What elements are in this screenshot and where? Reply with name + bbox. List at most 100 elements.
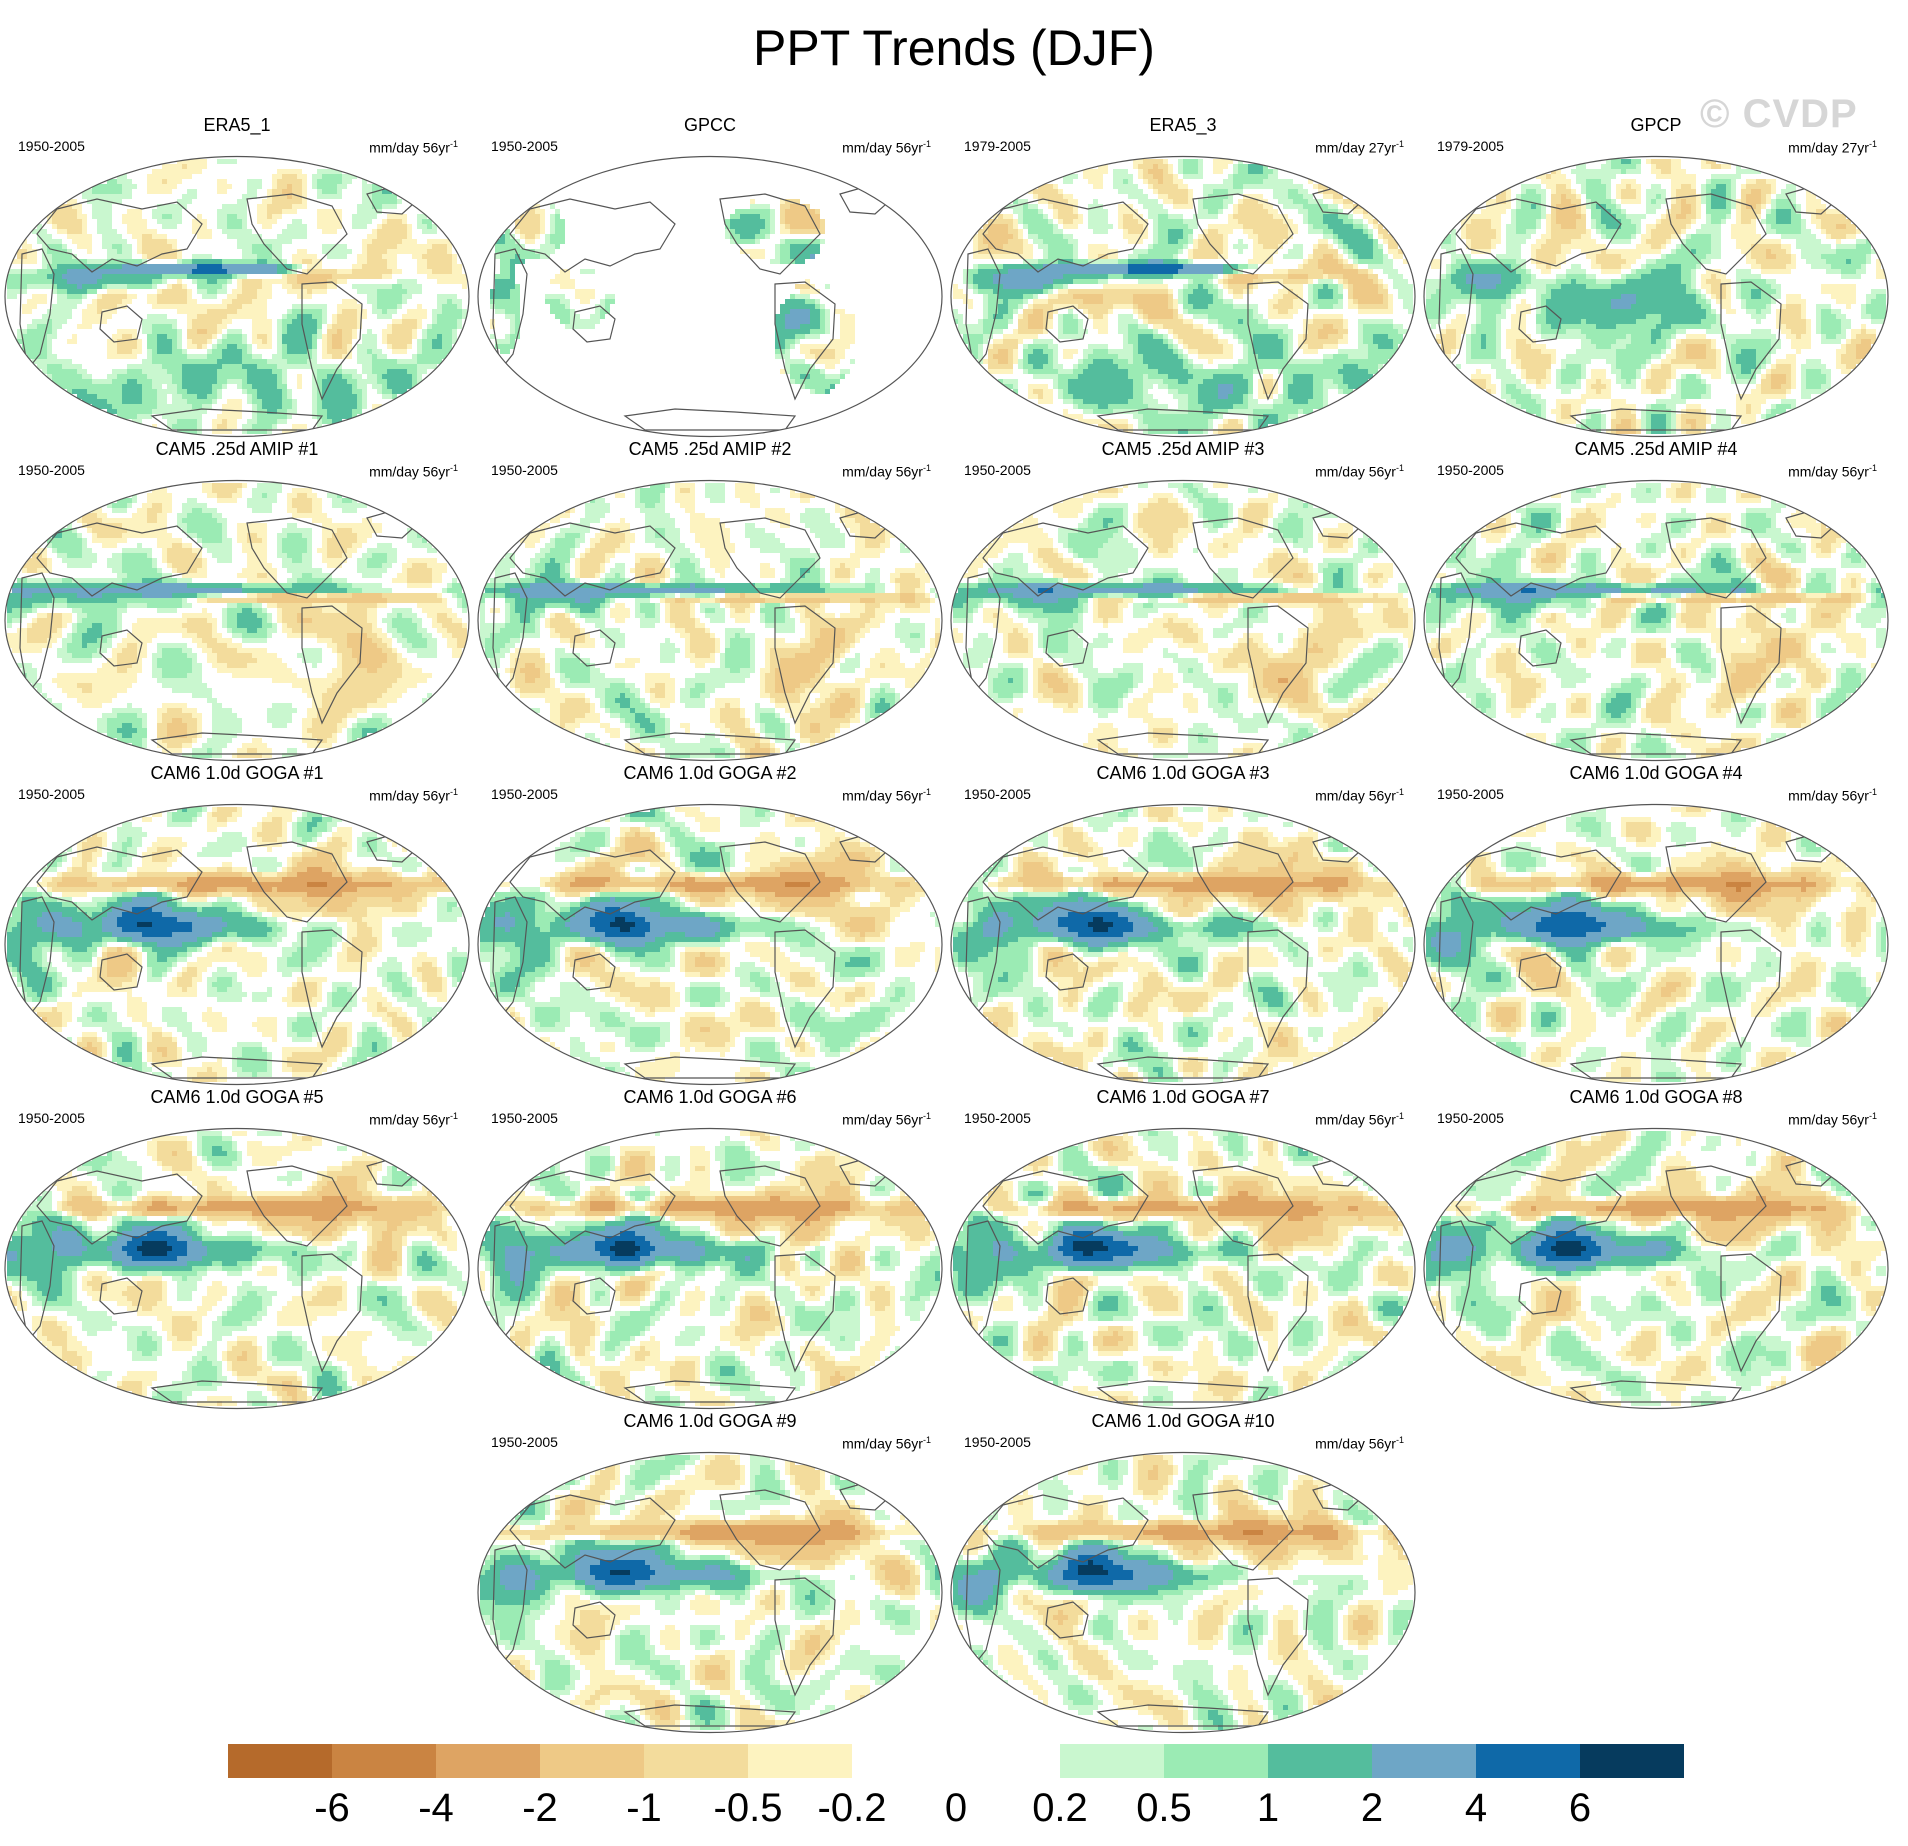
panel-period: 1950-2005 <box>18 1110 85 1126</box>
panel-title: ERA5_3 <box>948 114 1418 136</box>
coastlines <box>492 507 897 755</box>
map-outline <box>4 803 470 1086</box>
units-exponent: -1 <box>923 787 931 797</box>
trend-cells <box>953 1455 1413 1730</box>
map-panel: CAM6 1.0d GOGA #4 1950-2005 mm/day 56yr-1 <box>1421 762 1891 1086</box>
panel-units: mm/day 27yr-1 <box>1315 136 1404 156</box>
map-panel: CAM5 .25d AMIP #1 1950-2005 mm/day 56yr-1 <box>2 438 472 762</box>
map-outline <box>1423 1127 1889 1410</box>
units-exponent: -1 <box>1396 463 1404 473</box>
map-panel: CAM6 1.0d GOGA #8 1950-2005 mm/day 56yr-1 <box>1421 1086 1891 1410</box>
trend-cells <box>953 483 1413 758</box>
map-panel: CAM6 1.0d GOGA #1 1950-2005 mm/day 56yr-1 <box>2 762 472 1086</box>
panel-title: GPCC <box>475 114 945 136</box>
map-panel: GPCP 1979-2005 mm/day 27yr-1 <box>1421 114 1891 438</box>
units-exponent: -1 <box>450 463 458 473</box>
colorbar-box <box>436 1744 540 1778</box>
map-outline <box>477 155 943 438</box>
map-panel: CAM6 1.0d GOGA #5 1950-2005 mm/day 56yr-1 <box>2 1086 472 1410</box>
panel-title: CAM6 1.0d GOGA #1 <box>2 762 472 784</box>
units-base: mm/day 56yr <box>369 788 450 804</box>
panel-title: CAM5 .25d AMIP #4 <box>1421 438 1891 460</box>
panel-units: mm/day 56yr-1 <box>369 784 458 804</box>
map-panel: CAM5 .25d AMIP #2 1950-2005 mm/day 56yr-1 <box>475 438 945 762</box>
trend-cells <box>953 159 1413 434</box>
trend-cells <box>7 1131 467 1406</box>
units-exponent: -1 <box>1396 787 1404 797</box>
units-exponent: -1 <box>923 1435 931 1445</box>
panel-period: 1950-2005 <box>964 786 1031 802</box>
units-base: mm/day 56yr <box>1315 1112 1396 1128</box>
panel-units: mm/day 56yr-1 <box>1788 784 1877 804</box>
map-panel: CAM6 1.0d GOGA #7 1950-2005 mm/day 56yr-1 <box>948 1086 1418 1410</box>
panel-period: 1950-2005 <box>491 786 558 802</box>
map-panel: CAM6 1.0d GOGA #6 1950-2005 mm/day 56yr-1 <box>475 1086 945 1410</box>
trend-map <box>477 803 943 1086</box>
map-outline <box>477 1127 943 1410</box>
units-exponent: -1 <box>450 787 458 797</box>
colorbar-box <box>1372 1744 1476 1778</box>
units-base: mm/day 56yr <box>1315 1436 1396 1452</box>
panel-title: CAM6 1.0d GOGA #2 <box>475 762 945 784</box>
trend-cells <box>7 159 467 434</box>
units-exponent: -1 <box>1396 139 1404 149</box>
panel-units: mm/day 56yr-1 <box>1315 1432 1404 1452</box>
trend-cells <box>480 483 940 758</box>
panel-title: CAM6 1.0d GOGA #7 <box>948 1086 1418 1108</box>
panel-title: CAM6 1.0d GOGA #5 <box>2 1086 472 1108</box>
trend-map <box>950 479 1416 762</box>
map-panel: CAM6 1.0d GOGA #2 1950-2005 mm/day 56yr-1 <box>475 762 945 1086</box>
panel-title: CAM5 .25d AMIP #3 <box>948 438 1418 460</box>
colorbar-tick-label: 0.2 <box>1015 1784 1105 1832</box>
trend-map <box>1423 803 1889 1086</box>
units-base: mm/day 56yr <box>842 1436 923 1452</box>
units-exponent: -1 <box>923 139 931 149</box>
colorbar-tick-label: -1 <box>599 1784 689 1832</box>
map-outline <box>1423 479 1889 762</box>
coastlines <box>965 507 1370 755</box>
trend-map <box>950 1451 1416 1734</box>
figure-title: PPT Trends (DJF) <box>0 18 1908 78</box>
map-outline <box>950 479 1416 762</box>
trend-cells <box>1426 483 1886 758</box>
panel-units: mm/day 56yr-1 <box>369 460 458 480</box>
trend-cells <box>1426 1131 1886 1406</box>
panel-units: mm/day 56yr-1 <box>842 1432 931 1452</box>
coastlines <box>1438 1155 1843 1403</box>
units-exponent: -1 <box>1869 787 1877 797</box>
units-base: mm/day 27yr <box>1315 140 1396 156</box>
colorbar-box <box>332 1744 436 1778</box>
colorbar-tick-label: 1 <box>1223 1784 1313 1832</box>
units-exponent: -1 <box>923 463 931 473</box>
trend-map <box>1423 155 1889 438</box>
colorbar-tick-label: -6 <box>287 1784 377 1832</box>
panel-period: 1950-2005 <box>18 462 85 478</box>
map-outline <box>4 1127 470 1410</box>
map-panel: GPCC 1950-2005 mm/day 56yr-1 <box>475 114 945 438</box>
panel-units: mm/day 56yr-1 <box>1788 460 1877 480</box>
panel-period: 1979-2005 <box>964 138 1031 154</box>
units-base: mm/day 56yr <box>842 1112 923 1128</box>
panel-units: mm/day 56yr-1 <box>1315 784 1404 804</box>
colorbar-box <box>1164 1744 1268 1778</box>
trend-map <box>1423 1127 1889 1410</box>
map-outline <box>1423 803 1889 1086</box>
units-base: mm/day 56yr <box>369 1112 450 1128</box>
coastlines <box>1438 183 1843 431</box>
panel-period: 1950-2005 <box>491 1434 558 1450</box>
panel-period: 1979-2005 <box>1437 138 1504 154</box>
panel-units: mm/day 56yr-1 <box>842 1108 931 1128</box>
trend-cells <box>953 1131 1413 1406</box>
panel-units: mm/day 56yr-1 <box>842 460 931 480</box>
panel-title: ERA5_1 <box>2 114 472 136</box>
units-base: mm/day 56yr <box>1788 464 1869 480</box>
panel-period: 1950-2005 <box>964 462 1031 478</box>
map-outline <box>1423 155 1889 438</box>
coastlines <box>492 1479 897 1727</box>
trend-cells <box>480 1455 940 1730</box>
panel-title: CAM6 1.0d GOGA #4 <box>1421 762 1891 784</box>
colorbar-box <box>748 1744 852 1778</box>
units-base: mm/day 56yr <box>1788 788 1869 804</box>
map-outline <box>950 1451 1416 1734</box>
colorbar-box <box>1268 1744 1372 1778</box>
